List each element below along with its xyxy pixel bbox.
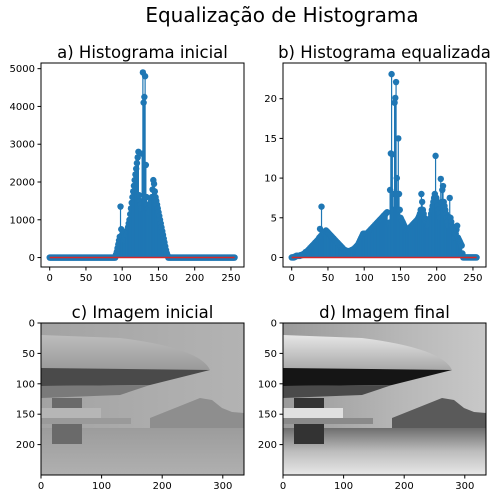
stem-marker <box>392 94 399 102</box>
y-tick-label: 200 <box>16 440 35 451</box>
stem-marker <box>151 188 159 195</box>
y-tick-label: 4000 <box>10 102 35 113</box>
stem-marker <box>388 70 395 78</box>
panel-b: 0 50 100 150 200 250 0 5 10 15 20 b) Histograma equ… <box>264 43 491 284</box>
panel-title: c) Imagem inicial <box>72 303 214 322</box>
stem-marker <box>142 161 150 169</box>
stem-marker <box>393 174 401 182</box>
equalized-photo <box>283 323 486 475</box>
y-tick-label: 1000 <box>10 215 35 226</box>
figure-suptitle: Equalização de Histograma <box>145 3 418 27</box>
x-tick-label: 100 <box>355 273 374 284</box>
y-tick-label: 5000 <box>10 64 35 75</box>
stem-marker <box>135 192 143 199</box>
x-tick-label: 200 <box>427 273 446 284</box>
y-tick-label: 10 <box>264 174 277 185</box>
stem-marker <box>395 190 403 198</box>
stem-marker <box>141 73 149 80</box>
stem-marker <box>318 203 325 210</box>
y-tick-label: 2000 <box>10 178 35 189</box>
x-tick-label: 100 <box>92 481 111 492</box>
y-tick-label: 0 <box>29 253 35 264</box>
stem-marker <box>389 151 396 158</box>
stem-marker <box>432 152 439 160</box>
stem-series <box>288 70 480 261</box>
stem-marker <box>140 99 147 106</box>
stem-marker <box>458 242 465 249</box>
stem-marker <box>134 154 141 161</box>
y-tick-label: 0 <box>271 319 277 330</box>
y-tick-label: 15 <box>264 134 277 145</box>
x-tick-label: 200 <box>185 273 204 284</box>
x-tick-label: 0 <box>38 481 44 492</box>
y-tick-label: 3000 <box>10 140 35 151</box>
panel-d: 0 100 200 300 0 50 100 150 200 d) Imagem final <box>258 303 487 492</box>
stem-marker <box>395 135 402 142</box>
stem-marker <box>439 182 447 190</box>
x-tick-label: 150 <box>149 273 168 284</box>
stem-marker <box>150 180 158 188</box>
axes-frame <box>282 322 487 476</box>
y-tick-label: 20 <box>264 94 277 105</box>
stem-marker <box>418 198 426 206</box>
y-tick-label: 50 <box>264 349 277 360</box>
stem-marker <box>383 209 391 216</box>
y-tick-label: 150 <box>16 410 35 421</box>
x-tick-label: 50 <box>80 273 93 284</box>
stem-marker <box>446 194 453 202</box>
y-tick-label: 5 <box>271 213 277 224</box>
y-tick-label: 0 <box>29 319 35 330</box>
x-tick-label: 300 <box>213 481 232 492</box>
x-tick-label: 250 <box>463 273 482 284</box>
initial-photo <box>41 323 244 475</box>
panel-title: a) Histograma inicial <box>57 43 228 62</box>
axes-frame <box>40 62 245 268</box>
x-tick-label: 150 <box>391 273 410 284</box>
axes-frame <box>282 62 487 268</box>
stem-marker <box>396 206 403 214</box>
panel-c: 0 100 200 300 0 50 100 150 200 c) Imagem inicial <box>16 303 245 492</box>
stem-marker <box>117 203 124 210</box>
x-tick-label: 300 <box>455 481 474 492</box>
x-tick-label: 0 <box>280 481 286 492</box>
x-tick-label: 250 <box>221 273 240 284</box>
x-tick-label: 100 <box>334 481 353 492</box>
stem-marker <box>141 93 148 101</box>
y-tick-label: 100 <box>258 379 277 390</box>
stem-marker <box>392 78 400 86</box>
x-tick-label: 0 <box>47 273 53 284</box>
y-tick-label: 200 <box>258 440 277 451</box>
y-tick-label: 150 <box>258 410 277 421</box>
stem-marker <box>437 175 444 183</box>
panel-title: b) Histograma equalizada <box>278 43 491 62</box>
axes-frame <box>40 322 245 476</box>
stem-marker <box>143 193 150 201</box>
panel-title: d) Imagem final <box>319 303 450 322</box>
stem-marker <box>133 159 141 167</box>
panel-a: 0 50 100 150 200 250 0 1000 2000 3000 4000 5000 a) H… <box>10 43 245 284</box>
stem-marker <box>418 190 425 198</box>
x-tick-label: 200 <box>395 481 414 492</box>
y-tick-label: 0 <box>271 253 277 264</box>
y-tick-label: 50 <box>22 349 35 360</box>
x-tick-label: 50 <box>322 273 335 284</box>
x-tick-label: 0 <box>289 273 295 284</box>
stem-marker <box>453 222 461 229</box>
x-tick-label: 100 <box>113 273 132 284</box>
x-tick-label: 200 <box>153 481 172 492</box>
y-tick-label: 100 <box>16 379 35 390</box>
